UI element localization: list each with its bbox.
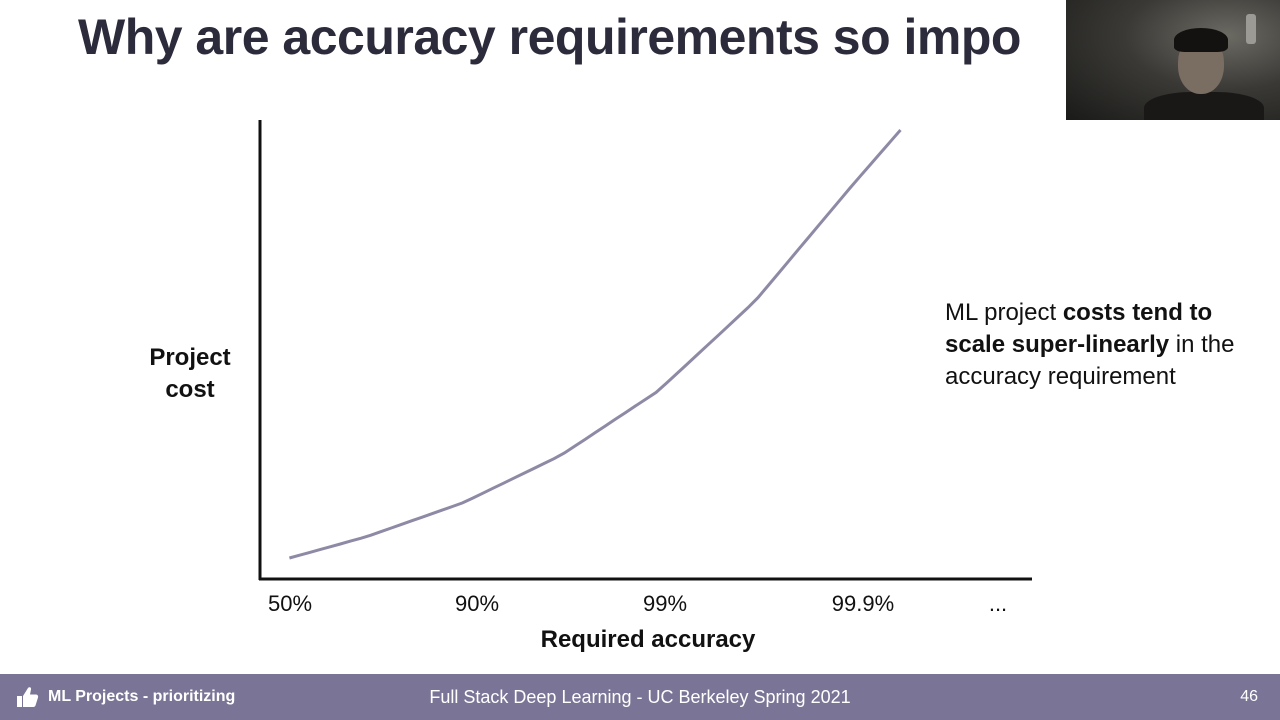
x-tick-label: 99.9%	[832, 591, 894, 616]
x-tick-label: 90%	[455, 591, 499, 616]
x-tick-label: 50%	[268, 591, 312, 616]
webcam-overlay	[1066, 0, 1280, 120]
y-axis-label: Project cost	[149, 344, 231, 403]
presenter-hair	[1174, 28, 1228, 52]
page-number: 46	[1240, 688, 1258, 705]
footer-course-title: Full Stack Deep Learning - UC Berkeley S…	[429, 687, 851, 707]
cost-vs-accuracy-chart: 50% 90% 99% 99.9%...	[258, 120, 1032, 616]
annotation-text-end: in the accuracy requirement	[945, 331, 1235, 390]
slide-title: Why are accuracy requirements so impo	[78, 9, 1021, 65]
webcam-lamp	[1246, 14, 1256, 44]
x-axis-label: Required accuracy	[540, 626, 756, 653]
presenter-body	[1144, 92, 1264, 120]
chart-annotation: ML project costs tend to scale super-lin…	[945, 297, 1265, 393]
cost-curve	[289, 129, 902, 560]
footer-section: ML Projects - prioritizing	[14, 674, 235, 720]
annotation-text-start: ML project	[945, 299, 1063, 326]
annotation-bold-text: costs tend to scale super-linearly	[945, 299, 1213, 358]
x-tick-labels: 50% 90% 99% 99.9%...	[268, 591, 1007, 616]
x-tick-label: 99%	[643, 591, 687, 616]
slide-footer: ML Projects - prioritizing Full Stack De…	[0, 674, 1280, 720]
footer-section-label: ML Projects - prioritizing	[48, 688, 236, 705]
x-tick-label: ...	[989, 591, 1007, 616]
thumbs-up-icon	[14, 684, 40, 710]
